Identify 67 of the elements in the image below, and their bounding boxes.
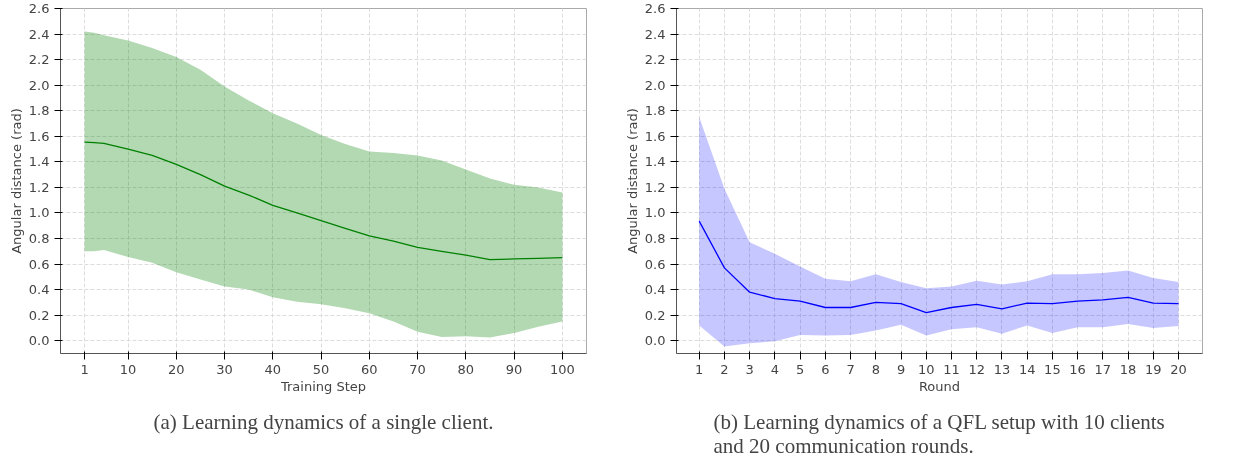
y-tick-label: 2.6 (28, 1, 50, 16)
text: (b) Learning dynamics of a QFL setup with 10 clients and 20 communication rounds. (713, 409, 1165, 458)
line-series (698, 220, 1180, 314)
line-series (83, 141, 564, 261)
x-tick-label: 11 (943, 361, 960, 377)
x-tick-label: 10 (119, 361, 137, 377)
x-tick-label: 1 (80, 361, 89, 377)
x-tick-label: 5 (795, 361, 805, 377)
y-tick-label: 1.0 (28, 205, 50, 221)
y-tick-label: 1.4 (28, 154, 50, 170)
x-axis-title: Round (918, 378, 961, 394)
y-tick-label: 2.6 (644, 1, 666, 16)
y-tick-label: 0.6 (28, 256, 50, 272)
y-tick-label: 0.2 (28, 307, 50, 323)
x-tick-label: 1 (695, 361, 704, 377)
y-tick-label: 1.0 (644, 205, 666, 221)
text: (a) Learning dynamics of a single client. (153, 409, 494, 434)
y-tick-label: 2.2 (28, 52, 50, 68)
y-tick-label: 0.6 (644, 256, 666, 272)
y-axis-title: Angular distance (rad) (624, 108, 640, 254)
x-tick-label: 100 (549, 361, 575, 377)
x-tick-label: 16 (1069, 361, 1086, 377)
x-tick-label: 90 (505, 361, 523, 377)
x-tick-label: 20 (1170, 361, 1187, 377)
y-tick-label: 0.4 (644, 282, 666, 298)
y-axis-title: Angular distance (rad) (8, 108, 24, 254)
y-tick-label: 2.0 (644, 77, 666, 93)
y-tick-label: 1.8 (28, 103, 50, 119)
y-tick-label: 1.2 (28, 179, 50, 195)
x-tick-label: 50 (312, 361, 330, 377)
y-tick-label: 0.8 (644, 231, 666, 246)
y-tick-label: 1.8 (644, 103, 666, 119)
x-tick-label: 15 (1044, 361, 1061, 377)
y-tick-label: 2.0 (28, 77, 50, 93)
y-tick-label: 1.2 (644, 179, 666, 195)
x-tick-label: 13 (993, 361, 1011, 377)
x-tick-label: 10 (917, 361, 935, 377)
x-tick-label: 17 (1094, 361, 1112, 377)
x-tick-label: 6 (821, 361, 830, 377)
x-tick-label: 2 (720, 361, 729, 377)
y-tick-label: 2.4 (28, 26, 50, 42)
y-tick-label: 1.6 (644, 128, 666, 144)
x-tick-label: 70 (409, 361, 426, 377)
y-tick-label: 0.0 (644, 333, 666, 349)
y-tick-label: 2.2 (644, 52, 666, 68)
x-tick-label: 7 (846, 361, 855, 377)
y-tick-label: 0.8 (28, 231, 50, 246)
x-tick-label: 9 (896, 361, 906, 377)
x-axis-title: Training Step (279, 378, 367, 394)
x-tick-label: 3 (745, 361, 754, 377)
y-tick-label: 0.0 (28, 333, 50, 349)
x-tick-label: 14 (1018, 361, 1036, 377)
y-tick-label: 0.2 (644, 307, 666, 323)
x-tick-label: 20 (168, 361, 185, 377)
y-tick-label: 1.4 (644, 154, 666, 170)
x-tick-label: 4 (770, 361, 780, 377)
y-tick-label: 0.4 (28, 282, 50, 298)
x-tick-label: 18 (1119, 361, 1137, 377)
x-tick-label: 8 (871, 361, 880, 377)
x-tick-label: 40 (264, 361, 282, 377)
x-tick-label: 19 (1145, 361, 1162, 377)
x-tick-label: 80 (457, 361, 475, 377)
x-tick-label: 12 (968, 361, 985, 377)
x-tick-label: 30 (216, 361, 233, 377)
y-tick-label: 1.6 (28, 128, 50, 144)
y-tick-label: 2.4 (644, 26, 666, 42)
x-tick-label: 60 (361, 361, 378, 377)
